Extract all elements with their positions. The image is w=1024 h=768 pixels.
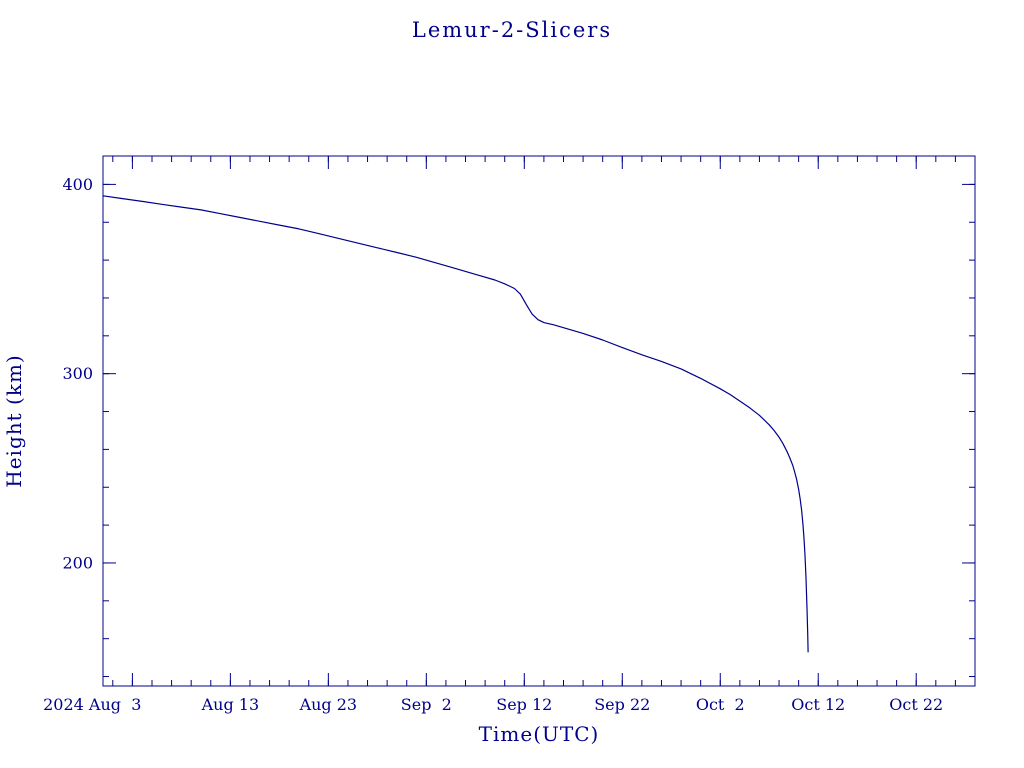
chart-title: Lemur-2-Slicers	[412, 18, 612, 42]
y-axis-tick-labels: 200 300 400	[62, 175, 93, 573]
x-tick-label: Sep 2	[401, 695, 452, 714]
x-tick-label: Sep 22	[594, 695, 650, 714]
y-tick-label: 400	[62, 175, 93, 194]
x-tick-label: Oct 12	[791, 695, 845, 714]
x-axis-tick-labels: 2024 Aug 3 Aug 13 Aug 23 Sep 2 Sep 12 Sep 22 O…	[43, 695, 943, 714]
x-tick-label: 2024 Aug 3	[43, 695, 141, 714]
y-tick-label: 200	[62, 553, 93, 572]
x-tick-label: Oct 2	[696, 695, 745, 714]
y-tick-label: 300	[62, 364, 93, 383]
x-tick-label: Aug 13	[201, 695, 260, 714]
x-axis-ticks	[112, 156, 976, 686]
x-tick-label: Sep 12	[496, 695, 552, 714]
y-axis-ticks	[103, 183, 975, 678]
x-tick-label: Aug 23	[299, 695, 358, 714]
x-axis-title: Time(UTC)	[479, 722, 600, 746]
height-decay-line	[102, 195, 809, 653]
y-axis-title: Height (km)	[2, 354, 26, 487]
x-tick-label: Oct 22	[889, 695, 943, 714]
plot-frame	[102, 155, 976, 687]
